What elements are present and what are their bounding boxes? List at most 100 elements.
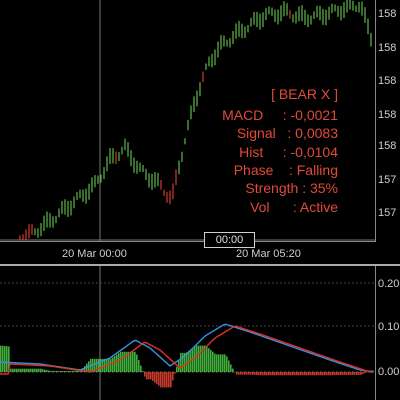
histogram-bar: [68, 370, 70, 372]
histogram-bar: [250, 372, 252, 375]
histogram-bar: [124, 351, 126, 372]
histogram-bar: [272, 372, 274, 376]
signal-line: [0, 325, 373, 375]
histogram-bar: [268, 372, 270, 376]
indicator-phase: Phase : Falling: [233, 162, 338, 178]
histogram-bar: [66, 370, 68, 372]
histogram-bar: [236, 372, 238, 375]
histogram-bar: [292, 372, 294, 376]
histogram-bar: [172, 372, 174, 381]
histogram-bar: [6, 346, 8, 372]
pane-separator[interactable]: [0, 264, 400, 266]
histogram-bar: [52, 370, 54, 372]
histogram-bar: [338, 372, 340, 376]
histogram-bar: [224, 354, 226, 372]
histogram-bar: [22, 368, 24, 372]
price-pane-bottom-border: [0, 241, 376, 242]
histogram-bar: [176, 366, 178, 372]
histogram-bar: [276, 372, 278, 376]
histogram-bar: [2, 345, 4, 372]
histogram-bar: [248, 372, 250, 375]
histogram-bar: [12, 368, 14, 372]
histogram-bar: [174, 372, 176, 374]
histogram-bar: [152, 372, 154, 381]
histogram-bar: [232, 368, 234, 372]
histogram-bar: [186, 352, 188, 372]
histogram-bar: [266, 372, 268, 376]
histogram-bar: [358, 372, 360, 375]
histogram-bar: [238, 372, 240, 375]
histogram-bar: [360, 372, 362, 375]
indicator-hist: Hist : -0,0104: [239, 144, 338, 160]
histogram-bar: [38, 368, 40, 372]
histogram-bar: [314, 372, 316, 376]
histogram-bar: [126, 351, 128, 372]
histogram-bar: [0, 345, 2, 372]
histogram-bar: [286, 372, 288, 376]
histogram-bar: [128, 351, 130, 372]
histogram-bar: [350, 372, 352, 375]
histogram-bar: [200, 345, 202, 372]
histogram-bar: [210, 350, 212, 372]
histogram-bar: [320, 372, 322, 376]
histogram-bar: [208, 348, 210, 372]
histogram-bar: [206, 346, 208, 372]
histogram-bar: [164, 372, 166, 388]
histogram-bar: [58, 370, 60, 372]
histogram-bar: [112, 357, 114, 372]
histogram-bar: [298, 372, 300, 376]
histogram-bar: [62, 370, 64, 372]
histogram-bar: [352, 372, 354, 375]
histogram-bar: [78, 370, 80, 372]
histogram-bar: [346, 372, 348, 375]
histogram-bar: [10, 368, 12, 372]
histogram-bar: [138, 360, 140, 372]
histogram-bar: [80, 370, 82, 372]
price-chart[interactable]: [0, 0, 375, 241]
macd-oscillator-chart[interactable]: [0, 266, 375, 400]
time-axis-label: 20 Mar 00:00: [62, 248, 127, 260]
histogram-bar: [40, 368, 42, 372]
indicator-volume: Vol : Active: [250, 199, 338, 215]
price-bars: [19, 0, 372, 240]
histogram-bar: [296, 372, 298, 376]
price-axis-label: 158: [378, 42, 397, 54]
histogram-bar: [278, 372, 280, 376]
histogram-bar: [120, 351, 122, 372]
histogram-bar: [334, 372, 336, 376]
histogram-bar: [194, 346, 196, 372]
histogram-bar: [222, 354, 224, 372]
histogram-bar: [50, 370, 52, 372]
histogram-bar: [214, 353, 216, 372]
histogram-bar: [148, 372, 150, 380]
histogram-bar: [284, 372, 286, 376]
histogram-bar: [26, 368, 28, 372]
histogram-bar: [310, 372, 312, 376]
histogram-bar: [18, 368, 20, 372]
histogram-bar: [34, 368, 36, 372]
histogram-bar: [274, 372, 276, 376]
histogram-bar: [354, 372, 356, 375]
histogram-bar: [228, 360, 230, 372]
histogram-bar: [146, 372, 148, 380]
histogram-bar: [178, 359, 180, 372]
histogram-bar: [162, 372, 164, 388]
histogram-bar: [344, 372, 346, 375]
histogram-bar: [60, 370, 62, 372]
histogram-bar: [254, 372, 256, 375]
histogram-bar: [240, 372, 242, 375]
histogram-bar: [312, 372, 314, 376]
histogram-bar: [70, 370, 72, 372]
price-axis-label: 157: [378, 207, 397, 219]
histogram-bar: [134, 351, 136, 372]
histogram-bar: [322, 372, 324, 376]
histogram-bar: [180, 352, 182, 372]
time-axis-label: 20 Mar 05:20: [236, 248, 301, 260]
histogram-bar: [304, 372, 306, 376]
histogram-bar: [150, 372, 152, 380]
histogram-bar: [32, 368, 34, 372]
oscillator-axis-label: 0.20: [378, 278, 400, 290]
histogram-bar: [132, 351, 134, 372]
histogram-bar: [160, 372, 162, 388]
histogram-bar: [100, 358, 102, 372]
